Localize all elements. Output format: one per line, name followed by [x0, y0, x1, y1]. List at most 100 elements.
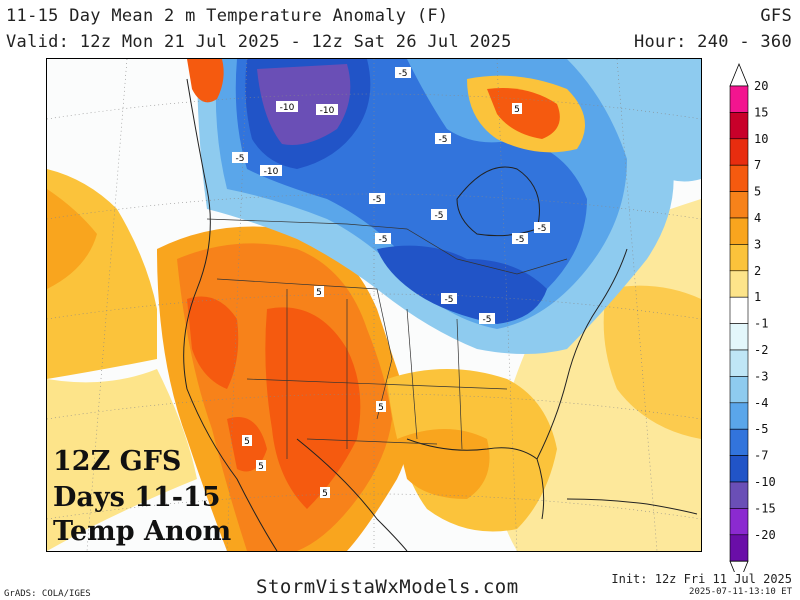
contour-label: -5 [534, 222, 550, 234]
contour-label: -5 [431, 209, 447, 221]
legend-level-label: 20 [754, 79, 768, 93]
legend-swatch [729, 217, 749, 245]
contour-labels: -10 -10 -10 -5 -5 -5 -5 -5 -5 -5 -5 -5 -5 5 5 5 5 5 5 [232, 67, 550, 499]
legend-swatch [729, 455, 749, 483]
legend-level-label: -7 [754, 449, 768, 463]
legend-level-label: 1 [754, 290, 761, 304]
alaska-coast-warm [187, 59, 224, 103]
color-legend: 20 15 10 7 5 4 3 2 1 -1 -2 -3 -4 -5 -7 -10 -15 -20 [729, 62, 776, 572]
contour-label: -10 [316, 104, 338, 116]
coastlines [183, 78, 698, 551]
overlay-variable-label: Temp Anom [53, 516, 232, 547]
contour-label: -10 [276, 101, 298, 113]
init-time: Init: 12z Fri 11 Jul 2025 [611, 572, 792, 586]
contour-label: -5 [375, 233, 391, 245]
contour-label: -5 [479, 313, 495, 325]
legend-level-label: -4 [754, 396, 768, 410]
legend-top-arrow [729, 62, 749, 87]
legend-swatch [729, 349, 749, 377]
legend-swatch [729, 270, 749, 298]
svg-text:-5: -5 [516, 235, 525, 245]
svg-text:-5: -5 [236, 154, 245, 164]
svg-text:-5: -5 [483, 315, 492, 325]
gulf-coast-warm [397, 429, 490, 499]
legend-level-label: -20 [754, 528, 776, 542]
greenland-cold-region [607, 59, 701, 182]
legend-swatch [729, 138, 749, 166]
site-name: StormVistaWxModels.com [256, 576, 519, 598]
political-borders [206, 218, 568, 459]
legend-level-label: 7 [754, 158, 761, 172]
contour-label: -5 [232, 152, 248, 164]
legend-swatch [729, 481, 749, 509]
legend-swatch [729, 112, 749, 140]
legend-level-label: -2 [754, 343, 768, 357]
svg-text:5: 5 [258, 462, 264, 472]
legend-level-label: -15 [754, 501, 776, 515]
legend-level-label: 10 [754, 132, 768, 146]
anomaly-map-canvas: -10 -10 -10 -5 -5 -5 -5 -5 -5 -5 -5 -5 -5 5 5 5 5 5 5 [47, 59, 701, 551]
legend-swatch [729, 85, 749, 113]
contour-label: -5 [441, 293, 457, 305]
svg-text:-5: -5 [379, 235, 388, 245]
pacific-warm-core [47, 189, 97, 289]
contour-label: 5 [242, 435, 252, 447]
legend-bottom-arrow [729, 560, 749, 572]
legend-swatch [729, 534, 749, 562]
svg-text:-5: -5 [538, 224, 547, 234]
legend-swatch [729, 164, 749, 192]
legend-swatch [729, 428, 749, 456]
legend-level-label: 3 [754, 237, 761, 251]
contour-label: 5 [256, 460, 266, 472]
svg-text:-10: -10 [264, 167, 279, 177]
map-title: 11-15 Day Mean 2 m Temperature Anomaly (… [6, 6, 449, 26]
southwest-hot-core [265, 307, 361, 509]
contour-label: 5 [512, 103, 522, 115]
legend-swatch [729, 296, 749, 324]
svg-text:-5: -5 [399, 69, 408, 79]
svg-text:-10: -10 [320, 106, 335, 116]
svg-text:-5: -5 [435, 211, 444, 221]
overlay-model-label: 12Z GFS [53, 446, 182, 477]
legend-level-label: 4 [754, 211, 761, 225]
forecast-hour-range: Hour: 240 - 360 [633, 32, 792, 52]
svg-text:5: 5 [316, 288, 322, 298]
legend-level-label: -3 [754, 369, 768, 383]
svg-text:-10: -10 [280, 103, 295, 113]
legend-level-label: -5 [754, 422, 768, 436]
legend-level-label: 2 [754, 264, 761, 278]
contour-label: -5 [435, 133, 451, 145]
generated-timestamp: 2025-07-11-13:10 ET [689, 587, 792, 597]
contour-label: 5 [376, 401, 386, 413]
svg-text:5: 5 [322, 489, 328, 499]
grads-credit: GrADS: COLA/IGES [4, 589, 91, 599]
svg-text:-5: -5 [445, 295, 454, 305]
temperature-anomaly-map: -10 -10 -10 -5 -5 -5 -5 -5 -5 -5 -5 -5 -5 5 5 5 5 5 5 [46, 58, 702, 552]
contour-label: 5 [320, 487, 330, 499]
svg-text:-5: -5 [373, 195, 382, 205]
contour-label: -5 [369, 193, 385, 205]
svg-text:5: 5 [244, 437, 250, 447]
svg-text:-5: -5 [439, 135, 448, 145]
atlantic-warm-core [603, 285, 701, 439]
model-name: GFS [760, 6, 792, 26]
legend-level-label: -1 [754, 317, 768, 331]
legend-swatch [729, 376, 749, 404]
contour-label: -5 [512, 233, 528, 245]
northwest-canada-extreme-cold [257, 64, 351, 145]
legend-level-label: -10 [754, 475, 776, 489]
svg-text:5: 5 [514, 105, 520, 115]
great-basin-hot-core [187, 296, 239, 389]
legend-swatch [729, 323, 749, 351]
legend-swatch [729, 191, 749, 219]
svg-text:5: 5 [378, 403, 384, 413]
east-pacific-mild-region [47, 369, 197, 551]
contour-label: -10 [260, 165, 282, 177]
legend-level-label: 5 [754, 185, 761, 199]
great-lakes-cold-core [377, 245, 547, 324]
valid-period: Valid: 12z Mon 21 Jul 2025 - 12z Sat 26 … [6, 32, 512, 52]
contour-label: 5 [314, 286, 324, 298]
contour-label: -5 [395, 67, 411, 79]
overlay-days-label: Days 11-15 [53, 482, 221, 513]
legend-swatch [729, 508, 749, 536]
